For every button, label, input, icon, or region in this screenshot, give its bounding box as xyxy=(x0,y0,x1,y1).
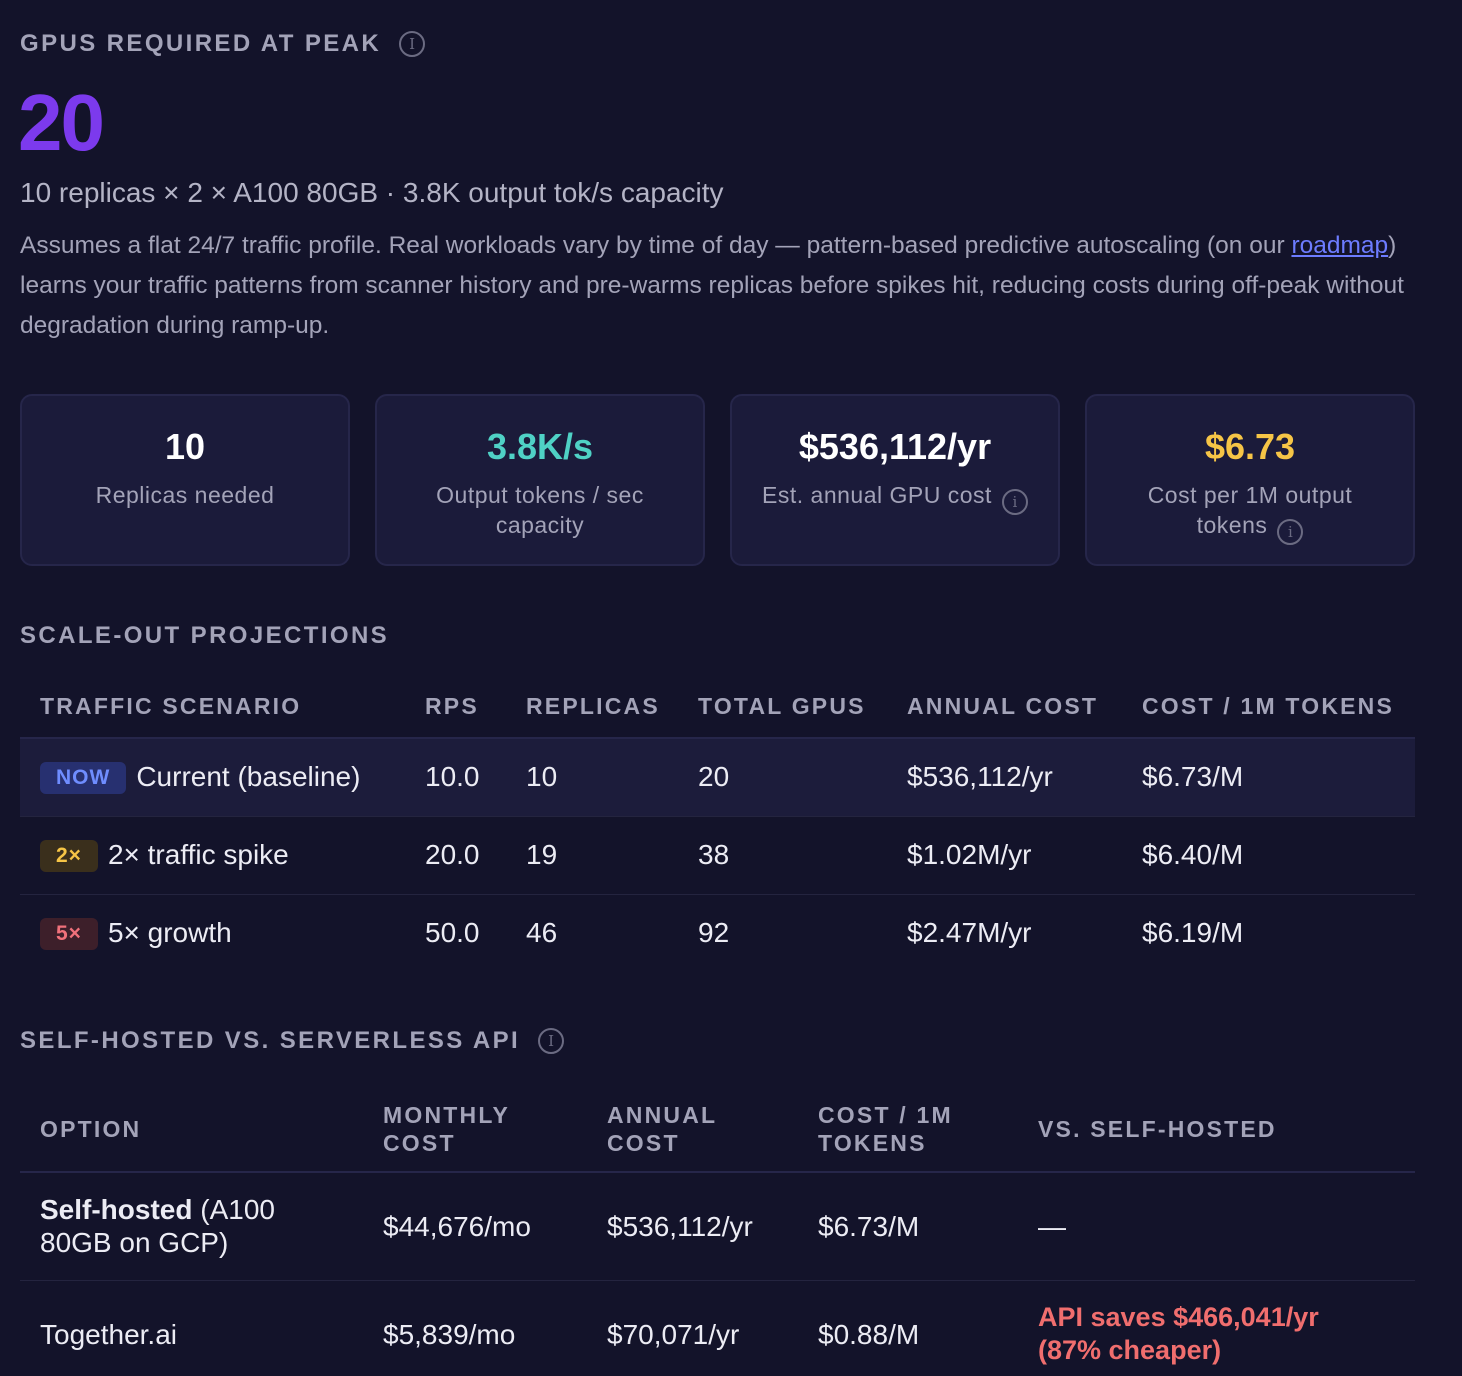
replicas-label-text: Replicas needed xyxy=(95,482,275,508)
column-header: MONTHLY COST xyxy=(383,1101,510,1156)
gpus-required-title: GPUS REQUIRED AT PEAK xyxy=(20,30,382,57)
comparison-heading: SELF-HOSTED VS. SERVERLESS API i xyxy=(20,1027,565,1055)
table-header-row: OPTION MONTHLY COST ANNUAL COST COST / 1… xyxy=(20,1086,1415,1172)
gpus-cell: 20 xyxy=(698,761,730,793)
vs-self-hosted-cell: — xyxy=(1038,1210,1066,1242)
annual-cost-cell: $1.02M/yr xyxy=(907,839,1032,870)
gpus-cell: 92 xyxy=(698,917,730,949)
annual-cost-cell: $2.47M/yr xyxy=(907,917,1032,949)
savings-text: API saves $466,041/yr (87% cheaper) xyxy=(1038,1302,1319,1365)
column-header: TOTAL GPUS xyxy=(698,693,866,719)
annual-cost-label-text: Est. annual GPU cost xyxy=(762,482,992,508)
option-detail: (A100 80GB on GCP) xyxy=(40,1194,275,1259)
info-icon[interactable]: i xyxy=(538,1028,565,1054)
column-header: REPLICAS xyxy=(526,693,660,719)
annual-cost-cell: $536,112/yr xyxy=(607,1210,753,1242)
throughput-value: 3.8K/s xyxy=(486,426,594,467)
scenario-cell: 5× 5× growth xyxy=(20,894,425,972)
assumptions-text: Assumes a flat 24/7 traffic profile. Rea… xyxy=(20,226,1420,346)
replicas-cell: 19 xyxy=(526,839,558,870)
gpu-summary: 10 replicas × 2 × A100 80GB · 3.8K outpu… xyxy=(20,177,724,208)
scenario-name: Current (baseline) xyxy=(136,760,361,792)
gpus-cell: 38 xyxy=(698,839,730,870)
column-header: VS. SELF-HOSTED xyxy=(1038,1115,1277,1142)
column-header: TRAFFIC SCENARIO xyxy=(40,693,302,719)
rps-cell: 10.0 xyxy=(425,761,480,793)
throughput-label: Output tokens / sec capacity xyxy=(410,480,670,540)
cost-per-million-label-text: Cost per 1M output tokens xyxy=(1147,482,1353,538)
monthly-cost-cell: $5,839/mo xyxy=(383,1318,516,1350)
replicas-value: 10 xyxy=(164,426,206,467)
roadmap-link[interactable]: roadmap xyxy=(1291,232,1389,259)
column-header: RPS xyxy=(425,693,479,719)
stat-cards: 10 Replicas needed 3.8K/s Output tokens … xyxy=(20,394,1415,566)
scale-out-heading: SCALE-OUT PROJECTIONS xyxy=(20,622,389,650)
cost-per-million-cell: $6.40/M xyxy=(1142,839,1244,870)
comparison-title: SELF-HOSTED VS. SERVERLESS API xyxy=(20,1027,521,1054)
table-row: Together.ai $5,839/mo $70,071/yr $0.88/M… xyxy=(20,1280,1415,1376)
column-header: COST / 1M TOKENS xyxy=(1142,693,1395,719)
comparison-table: OPTION MONTHLY COST ANNUAL COST COST / 1… xyxy=(20,1086,1415,1376)
table-header-row: TRAFFIC SCENARIO RPS REPLICAS TOTAL GPUS… xyxy=(20,676,1415,738)
replicas-label: Replicas needed xyxy=(55,480,315,510)
column-header: ANNUAL COST xyxy=(907,693,1099,719)
cost-per-million-cell: $6.73/M xyxy=(1142,761,1244,793)
option-name: Together.ai xyxy=(40,1318,177,1350)
scenario-cell: 2× 2× traffic spike xyxy=(20,816,425,894)
column-header: OPTION xyxy=(40,1115,142,1142)
table-row: 5× 5× growth 50.0 46 92 $2.47M/yr $6.19/M xyxy=(20,894,1415,972)
scale-out-table: TRAFFIC SCENARIO RPS REPLICAS TOTAL GPUS… xyxy=(20,676,1415,972)
scenario-cell: NOW Current (baseline) xyxy=(20,738,425,816)
cost-per-million-label: Cost per 1M output tokens i xyxy=(1130,480,1370,545)
column-header: COST / 1M TOKENS xyxy=(818,1101,953,1156)
table-row: Self-hosted (A100 80GB on GCP) $44,676/m… xyxy=(20,1172,1415,1280)
cost-per-million-cell: $6.73/M xyxy=(818,1210,920,1242)
5x-badge: 5× xyxy=(40,917,98,950)
monthly-cost-cell: $44,676/mo xyxy=(383,1210,531,1242)
option-cell: Self-hosted (A100 80GB on GCP) xyxy=(20,1172,383,1280)
annual-cost-cell: $70,071/yr xyxy=(607,1318,740,1350)
now-badge: NOW xyxy=(40,761,127,794)
2x-badge: 2× xyxy=(40,839,98,872)
replicas-cell: 10 xyxy=(526,761,558,793)
assumptions-text-after: ) learns your traffic patterns from scan… xyxy=(20,232,1404,339)
replicas-cell: 46 xyxy=(526,917,558,949)
cost-per-million-cell: $6.19/M xyxy=(1142,917,1244,949)
throughput-label-text: Output tokens / sec capacity xyxy=(436,482,644,538)
throughput-card: 3.8K/s Output tokens / sec capacity xyxy=(375,394,705,566)
gpus-required-heading: GPUS REQUIRED AT PEAK i xyxy=(20,30,426,58)
annual-cost-value: $536,112/yr xyxy=(798,426,992,467)
cost-per-million-cell: $0.88/M xyxy=(818,1318,920,1350)
table-row: 2× 2× traffic spike 20.0 19 38 $1.02M/yr … xyxy=(20,816,1415,894)
info-icon[interactable]: i xyxy=(1277,519,1304,545)
scenario-name: 2× traffic spike xyxy=(107,838,289,870)
cost-per-million-card: $6.73 Cost per 1M output tokens i xyxy=(1085,394,1415,566)
option-cell: Together.ai xyxy=(20,1280,383,1376)
cost-per-million-value: $6.73 xyxy=(1204,426,1296,467)
table-row: NOW Current (baseline) 10.0 10 20 $536,11… xyxy=(20,738,1415,816)
info-icon[interactable]: i xyxy=(399,31,426,57)
annual-cost-card: $536,112/yr Est. annual GPU cost i xyxy=(730,394,1060,566)
replicas-card: 10 Replicas needed xyxy=(20,394,350,566)
info-icon[interactable]: i xyxy=(1001,489,1028,515)
column-header: ANNUAL COST xyxy=(607,1101,717,1156)
gpu-count: 20 xyxy=(18,78,105,167)
scenario-name: 5× growth xyxy=(107,916,232,948)
annual-cost-label: Est. annual GPU cost i xyxy=(745,480,1045,515)
scale-out-title: SCALE-OUT PROJECTIONS xyxy=(20,622,390,649)
rps-cell: 50.0 xyxy=(425,917,480,949)
option-name: Self-hosted xyxy=(40,1194,193,1226)
rps-cell: 20.0 xyxy=(425,839,480,870)
assumptions-text-before: Assumes a flat 24/7 traffic profile. Rea… xyxy=(20,232,1292,259)
annual-cost-cell: $536,112/yr xyxy=(907,761,1053,793)
